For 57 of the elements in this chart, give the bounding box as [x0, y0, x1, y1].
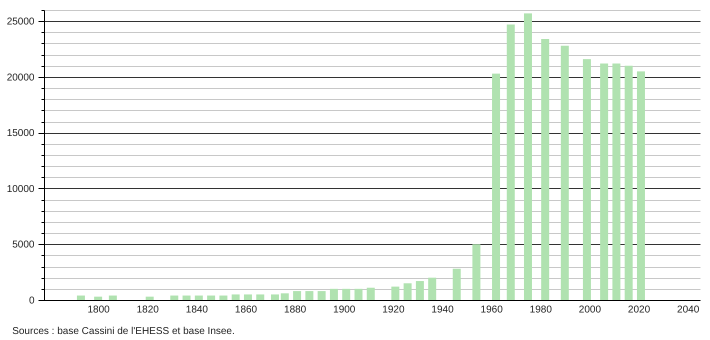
x-tick-label: 1860 [234, 304, 258, 316]
x-tick-label: 1880 [284, 304, 307, 316]
source-note: Sources : base Cassini de l'EHESS et base Insee. [12, 326, 235, 337]
bar [582, 59, 591, 300]
y-tick-label: 0 [28, 296, 35, 306]
bar [428, 278, 436, 300]
bar [492, 74, 500, 300]
y-tick-label: 5000 [12, 240, 35, 251]
bar [452, 268, 461, 300]
x-tick-label: 1920 [382, 304, 405, 316]
x-tick-label: 1800 [88, 304, 110, 316]
bar [293, 291, 302, 300]
bar [612, 64, 620, 300]
bar [232, 294, 240, 300]
bar [560, 46, 569, 300]
bar [506, 24, 515, 300]
x-tick-label: 1820 [136, 304, 160, 316]
x-tick-label: 2000 [578, 304, 602, 316]
bar [270, 294, 279, 300]
bar [366, 288, 375, 300]
bar [636, 71, 645, 300]
x-tick-label: 1940 [431, 304, 454, 316]
x-tick-label: 2020 [628, 304, 651, 316]
bar [182, 296, 191, 300]
bar [305, 291, 314, 300]
x-tick-label: 1960 [480, 304, 504, 316]
x-tick-label: 1840 [186, 304, 208, 316]
x-tick-label: 1980 [530, 304, 552, 316]
bar [244, 294, 252, 300]
bar [524, 13, 532, 300]
y-tick-label: 20000 [6, 72, 35, 84]
bar [330, 288, 338, 300]
bar [219, 296, 228, 300]
bar [108, 296, 117, 300]
bar [207, 296, 216, 300]
y-tick-label: 25000 [6, 16, 35, 28]
x-tick-label: 2040 [677, 304, 700, 316]
bar [76, 296, 85, 300]
bar [256, 294, 264, 300]
bar [541, 39, 550, 300]
bar [342, 288, 350, 300]
bar [600, 64, 608, 300]
bar [472, 244, 480, 300]
bar [624, 66, 633, 300]
bar [146, 296, 154, 300]
bar [94, 296, 102, 300]
bar [318, 291, 326, 300]
bar [416, 281, 424, 300]
bar [404, 283, 412, 300]
x-tick-label: 1900 [333, 304, 356, 316]
bar [280, 293, 289, 300]
bar [354, 288, 362, 300]
y-tick-label: 15000 [6, 128, 35, 140]
bar [194, 296, 203, 300]
bar [170, 296, 178, 300]
y-tick-label: 10000 [6, 184, 35, 195]
bar [391, 286, 400, 300]
